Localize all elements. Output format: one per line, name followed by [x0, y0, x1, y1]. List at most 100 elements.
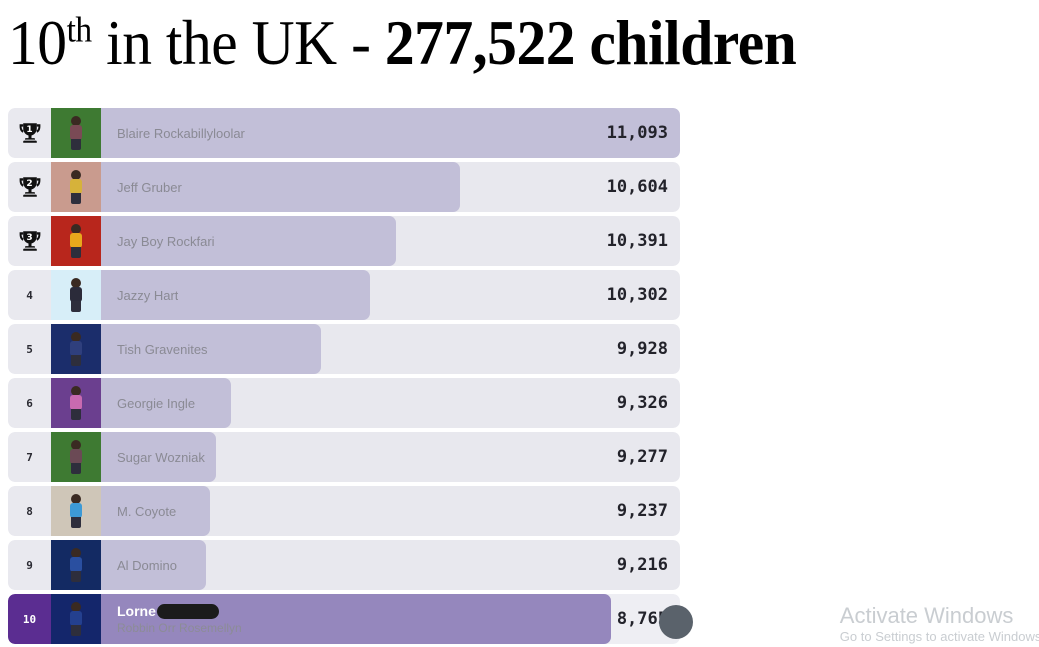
score-track: Blaire Rockabillyloolar 11,093	[101, 108, 680, 158]
score-bar	[101, 162, 460, 212]
avatar-coyote[interactable]	[51, 486, 101, 536]
score-track: Lorne Robbin Orr Rosemellyn 8,765	[101, 594, 680, 644]
score-value: 9,326	[616, 393, 668, 413]
avatar-jeff[interactable]	[51, 162, 101, 212]
avatar-figure	[68, 548, 84, 582]
player-name: Jay Boy Rockfari	[117, 233, 215, 249]
score-track: Sugar Wozniak 9,277	[101, 432, 680, 482]
avatar-head	[71, 602, 81, 612]
rank-cell-3: 3	[8, 216, 51, 266]
score-bar	[101, 216, 397, 266]
rank-cell-6: 6	[8, 378, 51, 428]
avatar-jay[interactable]	[51, 216, 101, 266]
rank-cell-5: 5	[8, 324, 51, 374]
score-track: Jeff Gruber 10,604	[101, 162, 680, 212]
score-track: Jay Boy Rockfari 10,391	[101, 216, 680, 266]
self-player-names: Lorne Robbin Orr Rosemellyn	[101, 604, 242, 635]
title-rank-number: 10	[8, 7, 67, 78]
avatar-head	[71, 440, 81, 450]
score-value: 11,093	[606, 123, 668, 143]
rank-cell-1: 1	[8, 108, 51, 158]
score-track: Georgie Ingle 9,326	[101, 378, 680, 428]
avatar-head	[71, 170, 81, 180]
player-name: Jeff Gruber	[117, 179, 182, 195]
avatar-figure	[68, 332, 84, 366]
avatar-jazzy[interactable]	[51, 270, 101, 320]
avatar-figure	[68, 386, 84, 420]
avatar-figure	[68, 116, 84, 150]
leaderboard-row[interactable]: 6 Georgie Ingle 9,326	[8, 378, 680, 428]
player-name: Georgie Ingle	[117, 395, 196, 411]
player-name: Blaire Rockabillyloolar	[117, 125, 245, 141]
leaderboard-row[interactable]: 9 Al Domino 9,216	[8, 540, 680, 590]
title-highlight-text: 277,522 children	[384, 7, 797, 78]
avatar-body	[70, 395, 82, 410]
leaderboard: 1 Blaire Rockabillyloolar 11,093 2 Jeff Grub…	[8, 108, 680, 647]
scroll-indicator[interactable]	[659, 605, 693, 639]
rank-cell-8: 8	[8, 486, 51, 536]
title-rank-suffix: th	[66, 9, 93, 50]
score-value: 9,237	[616, 501, 668, 521]
trophy-icon: 3	[15, 226, 45, 256]
avatar-legs	[71, 139, 81, 150]
player-name-text: Lorne	[117, 602, 156, 619]
rank-cell-7: 7	[8, 432, 51, 482]
score-track: Al Domino 9,216	[101, 540, 680, 590]
avatar-aldomino[interactable]	[51, 540, 101, 590]
leaderboard-row[interactable]: 8 M. Coyote 9,237	[8, 486, 680, 536]
leaderboard-row[interactable]: 3 Jay Boy Rockfari 10,391	[8, 216, 680, 266]
avatar-figure	[68, 440, 84, 474]
avatar-head	[71, 494, 81, 504]
avatar-figure	[68, 602, 84, 636]
leaderboard-row[interactable]: 2 Jeff Gruber 10,604	[8, 162, 680, 212]
player-name: Lorne	[117, 604, 242, 619]
avatar-blaire[interactable]	[51, 108, 101, 158]
score-value: 8,765	[616, 609, 668, 629]
rank-cell-10: 10	[8, 594, 51, 644]
trophy-rank-number: 1	[26, 125, 33, 135]
avatar-figure	[68, 494, 84, 528]
score-value: 10,302	[606, 285, 668, 305]
rank-number: 10	[22, 612, 37, 626]
avatar-legs	[71, 301, 81, 312]
avatar-body	[70, 125, 82, 140]
avatar-legs	[71, 193, 81, 204]
avatar-body	[70, 341, 82, 356]
trophy-icon: 1	[15, 118, 45, 148]
windows-activation-watermark: Activate Windows Go to Settings to activ…	[840, 603, 1039, 645]
avatar-georgie[interactable]	[51, 378, 101, 428]
avatar-tish[interactable]	[51, 324, 101, 374]
rank-number: 9	[26, 558, 33, 572]
trophy-rank-number: 3	[26, 233, 33, 243]
score-bar	[101, 270, 371, 320]
avatar-lorne[interactable]	[51, 594, 101, 644]
score-track: Tish Gravenites 9,928	[101, 324, 680, 374]
avatar-legs	[71, 247, 81, 258]
avatar-head	[71, 224, 81, 234]
rank-number: 7	[26, 450, 33, 464]
watermark-title: Activate Windows	[839, 603, 1014, 628]
score-bar	[101, 378, 232, 428]
leaderboard-row[interactable]: 5 Tish Gravenites 9,928	[8, 324, 680, 374]
rank-cell-2: 2	[8, 162, 51, 212]
score-value: 10,391	[606, 231, 668, 251]
leaderboard-row[interactable]: 4 Jazzy Hart 10,302	[8, 270, 680, 320]
avatar-legs	[71, 463, 81, 474]
player-name: Al Domino	[117, 557, 177, 573]
score-value: 9,216	[616, 555, 668, 575]
title-middle-text: in the UK -	[91, 7, 385, 78]
leaderboard-row[interactable]: 7 Sugar Wozniak 9,277	[8, 432, 680, 482]
avatar-body	[70, 611, 82, 626]
leaderboard-row[interactable]: 10 Lorne Robbin Orr Rosemellyn 8,765	[8, 594, 680, 644]
avatar-head	[71, 332, 81, 342]
score-bar	[101, 324, 322, 374]
score-value: 9,928	[616, 339, 668, 359]
avatar-legs	[71, 409, 81, 420]
avatar-head	[71, 386, 81, 396]
avatar-legs	[71, 355, 81, 366]
avatar-body	[70, 287, 82, 302]
avatar-sugar[interactable]	[51, 432, 101, 482]
leaderboard-row[interactable]: 1 Blaire Rockabillyloolar 11,093	[8, 108, 680, 158]
trophy-rank-number: 2	[26, 179, 33, 189]
